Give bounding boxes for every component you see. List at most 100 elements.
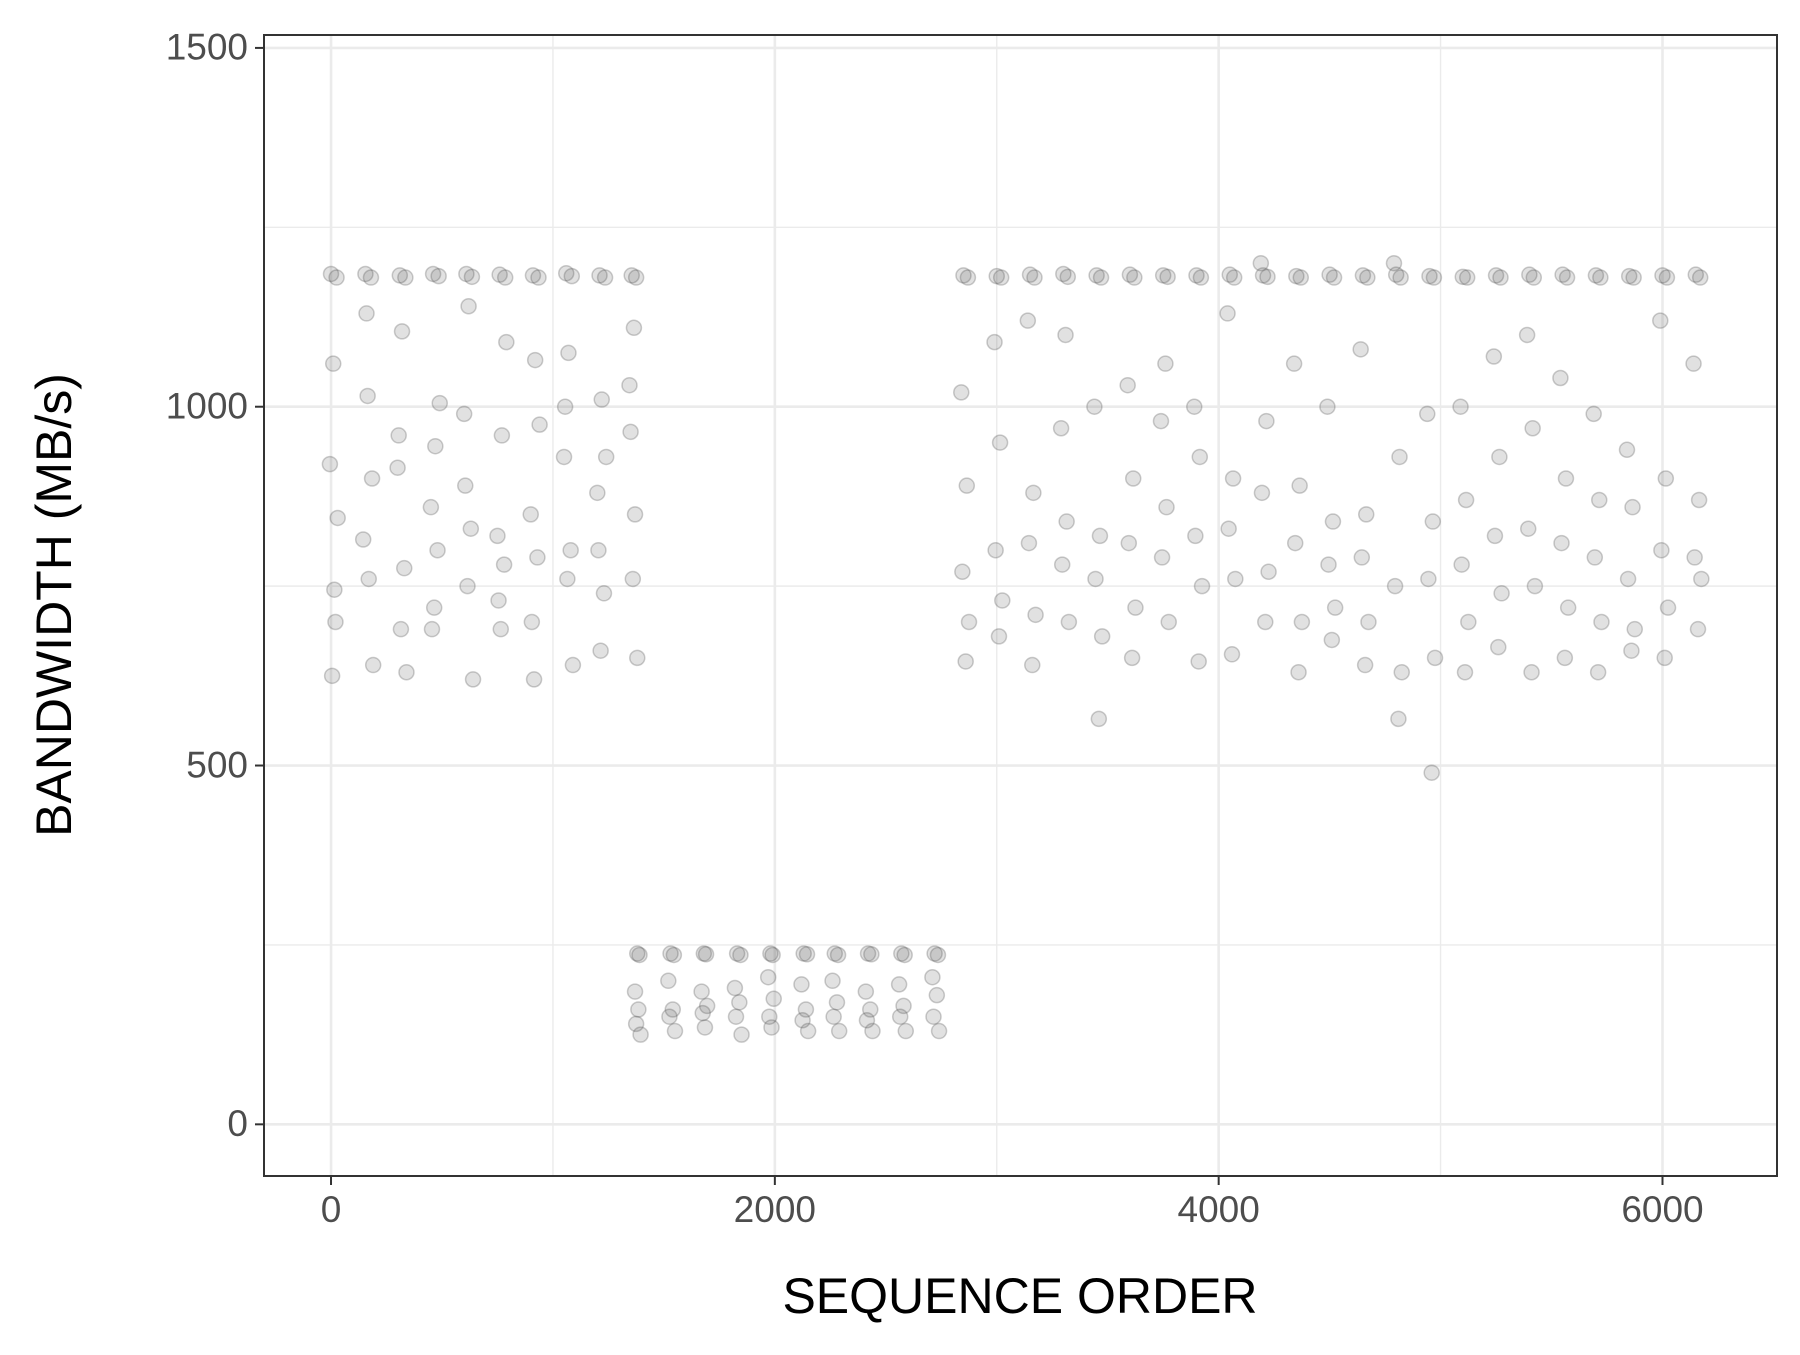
point	[429, 541, 446, 559]
point	[1159, 268, 1176, 286]
point	[1190, 653, 1207, 670]
point	[1586, 549, 1604, 566]
point	[1491, 448, 1508, 466]
point	[1524, 420, 1541, 437]
point	[893, 945, 910, 962]
point	[1254, 267, 1272, 284]
point	[1356, 656, 1374, 674]
point	[1589, 663, 1607, 681]
point	[960, 613, 978, 631]
point	[1186, 398, 1203, 415]
point	[825, 1008, 842, 1025]
point	[555, 448, 573, 466]
point	[693, 983, 710, 1000]
x-tick-label: 4000	[1178, 1189, 1260, 1230]
point	[462, 520, 480, 537]
point	[929, 946, 947, 964]
point	[1026, 269, 1043, 286]
point	[1624, 498, 1641, 516]
point	[1057, 326, 1074, 344]
point	[925, 1008, 942, 1025]
point	[492, 620, 510, 638]
point	[1055, 265, 1072, 283]
point	[1187, 527, 1204, 545]
point	[423, 620, 441, 638]
point	[455, 405, 473, 423]
point	[1457, 491, 1475, 509]
point	[1027, 606, 1044, 624]
point	[1460, 613, 1477, 631]
point	[523, 613, 541, 631]
point	[1426, 649, 1444, 667]
x-tick-label: 2000	[734, 1189, 816, 1230]
point	[559, 570, 576, 588]
point	[1559, 599, 1577, 616]
point	[1357, 506, 1375, 523]
point	[1290, 663, 1307, 681]
point	[1590, 491, 1608, 509]
point	[489, 527, 506, 545]
point	[797, 1001, 815, 1018]
point	[661, 1008, 678, 1025]
point	[1691, 269, 1709, 286]
point	[1260, 563, 1277, 581]
point	[1252, 254, 1270, 272]
point	[1386, 577, 1404, 595]
point	[591, 267, 608, 284]
point	[431, 394, 449, 412]
point	[1285, 355, 1303, 372]
point	[1425, 269, 1443, 286]
point	[1424, 513, 1442, 530]
point	[1618, 441, 1636, 459]
point	[991, 434, 1009, 451]
point	[1659, 599, 1677, 616]
point	[697, 946, 715, 963]
point	[427, 437, 444, 455]
point	[630, 1001, 647, 1018]
point	[728, 945, 746, 962]
point	[395, 559, 413, 577]
point	[1653, 541, 1670, 559]
point	[1291, 477, 1308, 494]
point	[358, 305, 375, 322]
point	[564, 656, 582, 674]
point	[1619, 570, 1637, 588]
point	[458, 265, 475, 283]
point	[425, 599, 443, 616]
point	[593, 391, 611, 408]
point	[957, 653, 974, 670]
point	[623, 267, 640, 284]
point	[829, 946, 847, 964]
point	[1526, 577, 1544, 595]
point	[1120, 534, 1138, 552]
point	[798, 946, 816, 963]
point	[858, 1012, 876, 1029]
point	[1259, 268, 1276, 286]
point	[1553, 534, 1570, 552]
point	[390, 427, 407, 444]
point	[1152, 412, 1170, 430]
point	[627, 269, 645, 286]
point	[666, 1022, 684, 1040]
point	[1021, 266, 1039, 283]
point	[1286, 534, 1304, 552]
point	[952, 384, 970, 401]
point	[1086, 398, 1103, 415]
point	[695, 945, 713, 962]
point	[863, 946, 880, 963]
x-axis-title: SEQUENCE ORDER	[782, 1268, 1257, 1324]
point	[1359, 269, 1376, 286]
point	[1525, 269, 1543, 286]
point	[992, 269, 1010, 286]
plot-frame	[263, 34, 1778, 1177]
point	[495, 556, 513, 573]
point	[324, 355, 342, 372]
point	[629, 649, 646, 667]
point	[590, 541, 607, 559]
point	[1656, 649, 1673, 667]
point	[1391, 448, 1408, 466]
point	[1454, 268, 1472, 286]
point	[397, 269, 414, 286]
point	[1392, 269, 1409, 286]
point	[1587, 267, 1605, 284]
